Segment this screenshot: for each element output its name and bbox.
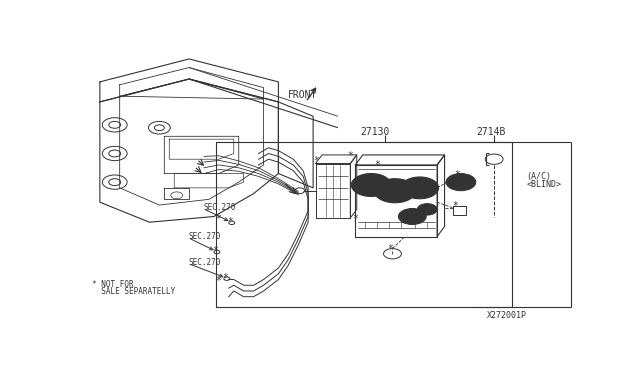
Circle shape — [410, 182, 430, 194]
Text: SEC.270: SEC.270 — [188, 232, 221, 241]
Text: SEC.270: SEC.270 — [188, 258, 221, 267]
Circle shape — [374, 179, 416, 203]
Text: X272001P: X272001P — [486, 311, 527, 320]
Text: 27130: 27130 — [360, 127, 390, 137]
Text: FRONT: FRONT — [288, 90, 317, 100]
Circle shape — [366, 182, 376, 188]
Text: * NOT FOR: * NOT FOR — [92, 280, 134, 289]
Text: SALE SEPARATELLY: SALE SEPARATELLY — [92, 287, 175, 296]
Circle shape — [383, 184, 406, 197]
Text: *: * — [227, 217, 233, 227]
Text: *: * — [222, 273, 228, 283]
Circle shape — [390, 188, 400, 194]
Circle shape — [415, 185, 424, 190]
Circle shape — [399, 208, 426, 225]
Text: *: * — [387, 244, 393, 254]
Circle shape — [360, 179, 382, 191]
Text: *: * — [313, 155, 319, 166]
Text: *: * — [212, 246, 218, 256]
Circle shape — [454, 178, 468, 186]
Text: *: * — [215, 214, 221, 224]
Text: 2714B: 2714B — [477, 127, 506, 137]
Text: *: * — [452, 202, 458, 211]
Text: *: * — [215, 276, 221, 286]
Text: *: * — [348, 151, 353, 161]
Circle shape — [417, 203, 437, 215]
Circle shape — [446, 173, 476, 191]
Text: *: * — [454, 170, 460, 180]
Circle shape — [401, 177, 438, 199]
Circle shape — [351, 173, 391, 196]
Text: *: * — [374, 160, 381, 170]
Text: <BLIND>: <BLIND> — [527, 180, 561, 189]
Text: (A/C): (A/C) — [527, 172, 552, 181]
Text: SEC.270: SEC.270 — [203, 203, 236, 212]
Text: *: * — [353, 214, 358, 224]
